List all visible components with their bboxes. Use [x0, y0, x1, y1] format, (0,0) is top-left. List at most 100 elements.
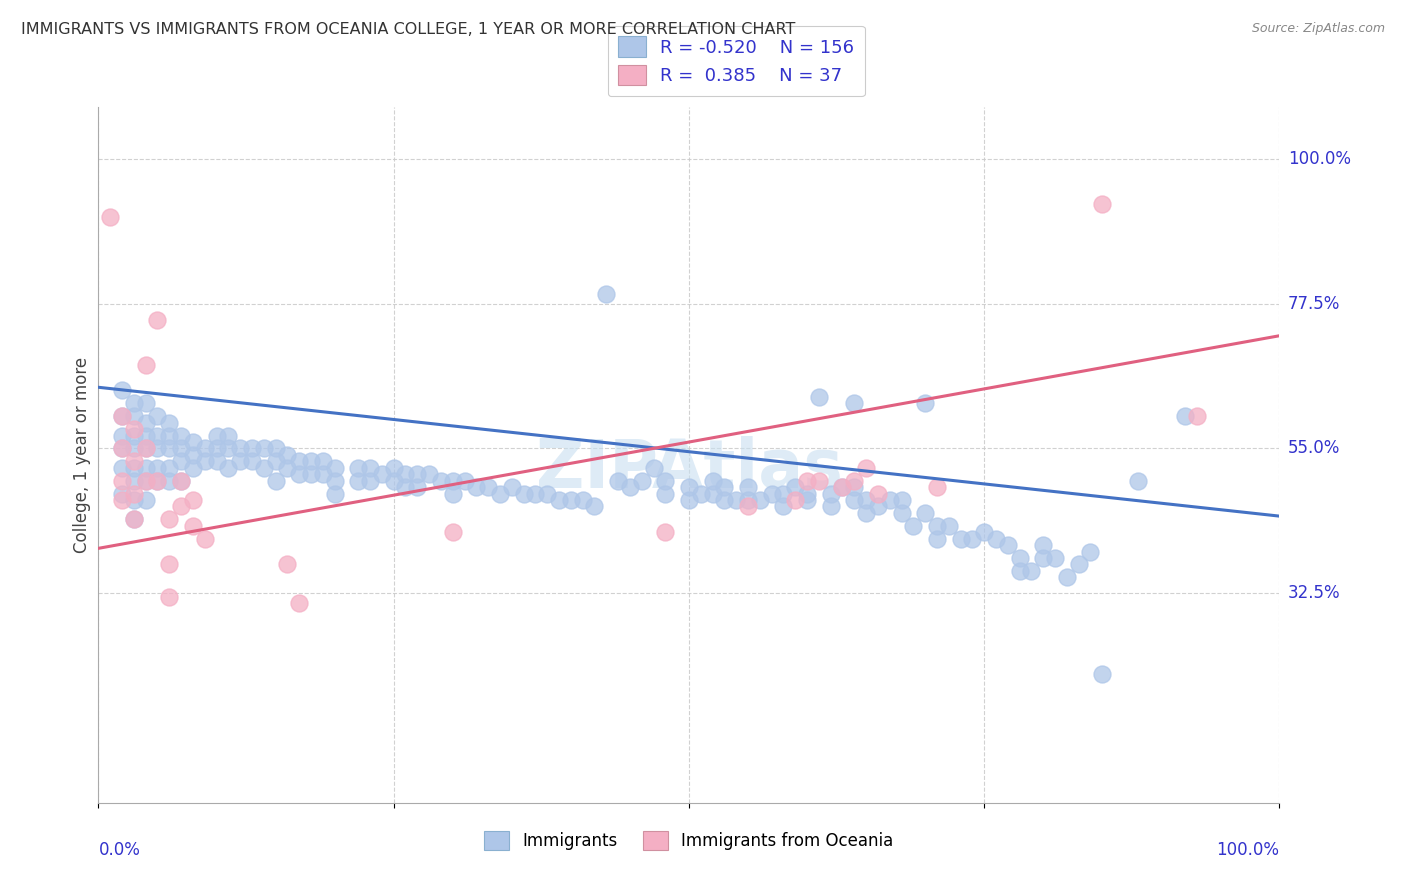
- Point: [323, 486, 346, 500]
- Point: [170, 474, 193, 488]
- Point: [135, 474, 157, 488]
- Text: 55.0%: 55.0%: [1288, 440, 1340, 458]
- Point: [217, 442, 239, 456]
- Point: [796, 486, 818, 500]
- Point: [406, 480, 429, 494]
- Point: [1126, 474, 1149, 488]
- Point: [111, 442, 134, 456]
- Point: [702, 486, 724, 500]
- Point: [181, 460, 204, 475]
- Point: [181, 493, 204, 508]
- Point: [146, 460, 169, 475]
- Point: [264, 442, 287, 456]
- Legend: Immigrants, Immigrants from Oceania: Immigrants, Immigrants from Oceania: [478, 824, 900, 857]
- Point: [157, 590, 180, 604]
- Point: [962, 532, 984, 546]
- Point: [914, 396, 936, 410]
- Point: [359, 460, 381, 475]
- Point: [111, 493, 134, 508]
- Point: [844, 396, 866, 410]
- Point: [240, 454, 263, 468]
- Point: [157, 460, 180, 475]
- Point: [181, 435, 204, 450]
- Point: [441, 525, 464, 540]
- Point: [264, 454, 287, 468]
- Point: [831, 480, 853, 494]
- Point: [253, 460, 276, 475]
- Point: [441, 486, 464, 500]
- Point: [1091, 667, 1114, 681]
- Point: [949, 532, 972, 546]
- Point: [748, 493, 770, 508]
- Point: [382, 474, 405, 488]
- Point: [217, 428, 239, 442]
- Point: [229, 454, 252, 468]
- Point: [761, 486, 783, 500]
- Point: [312, 467, 335, 482]
- Point: [855, 460, 877, 475]
- Point: [170, 442, 193, 456]
- Point: [157, 416, 180, 430]
- Point: [111, 428, 134, 442]
- Point: [299, 454, 322, 468]
- Point: [157, 442, 180, 456]
- Point: [194, 454, 217, 468]
- Point: [560, 493, 582, 508]
- Point: [181, 518, 204, 533]
- Text: ZIPAtlas: ZIPAtlas: [536, 436, 842, 502]
- Point: [465, 480, 488, 494]
- Point: [135, 358, 157, 372]
- Point: [820, 500, 842, 514]
- Point: [276, 558, 298, 572]
- Point: [512, 486, 534, 500]
- Point: [890, 493, 912, 508]
- Point: [111, 486, 134, 500]
- Point: [135, 442, 157, 456]
- Point: [418, 467, 440, 482]
- Point: [312, 454, 335, 468]
- Point: [441, 474, 464, 488]
- Point: [205, 442, 228, 456]
- Point: [772, 486, 794, 500]
- Point: [1080, 544, 1102, 558]
- Point: [135, 493, 157, 508]
- Point: [536, 486, 558, 500]
- Point: [122, 442, 145, 456]
- Point: [1008, 564, 1031, 578]
- Point: [122, 460, 145, 475]
- Point: [678, 493, 700, 508]
- Point: [643, 460, 665, 475]
- Point: [135, 396, 157, 410]
- Point: [654, 525, 676, 540]
- Point: [1185, 409, 1208, 424]
- Point: [820, 486, 842, 500]
- Point: [382, 460, 405, 475]
- Text: 77.5%: 77.5%: [1288, 294, 1340, 312]
- Point: [157, 558, 180, 572]
- Point: [288, 596, 311, 610]
- Point: [122, 409, 145, 424]
- Point: [122, 396, 145, 410]
- Point: [678, 480, 700, 494]
- Point: [1021, 564, 1043, 578]
- Point: [844, 480, 866, 494]
- Point: [1091, 196, 1114, 211]
- Point: [725, 493, 748, 508]
- Point: [524, 486, 547, 500]
- Point: [229, 442, 252, 456]
- Point: [111, 460, 134, 475]
- Point: [489, 486, 512, 500]
- Point: [1032, 538, 1054, 552]
- Point: [122, 486, 145, 500]
- Point: [146, 474, 169, 488]
- Point: [288, 454, 311, 468]
- Point: [713, 493, 735, 508]
- Point: [689, 486, 711, 500]
- Point: [170, 428, 193, 442]
- Text: IMMIGRANTS VS IMMIGRANTS FROM OCEANIA COLLEGE, 1 YEAR OR MORE CORRELATION CHART: IMMIGRANTS VS IMMIGRANTS FROM OCEANIA CO…: [21, 22, 796, 37]
- Point: [844, 493, 866, 508]
- Point: [323, 460, 346, 475]
- Point: [111, 442, 134, 456]
- Point: [654, 486, 676, 500]
- Point: [276, 460, 298, 475]
